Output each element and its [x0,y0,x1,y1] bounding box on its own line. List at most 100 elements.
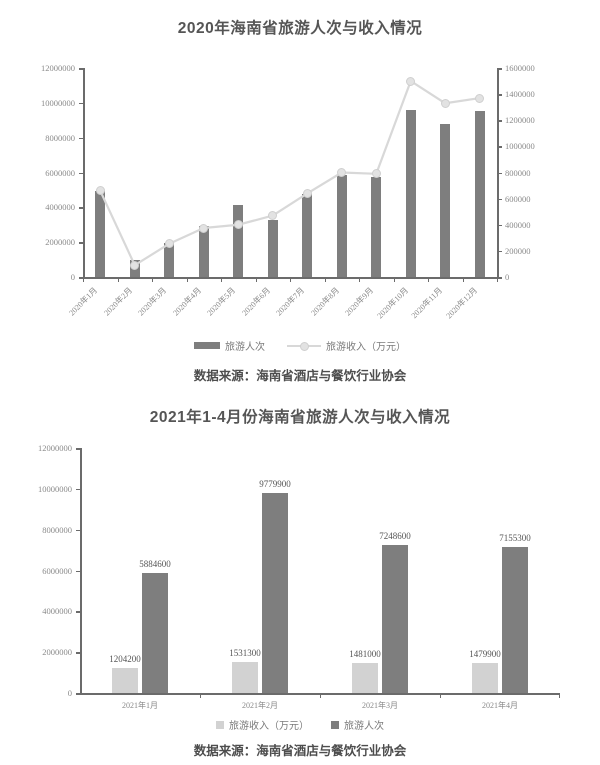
chart2-legend: 旅游收入（万元） 旅游人次 [0,717,600,732]
chart1-x-tick [186,278,188,282]
chart1-right-tick-label: 1000000 [505,141,535,152]
chart2-left-tick [76,570,80,572]
chart1-right-tick-label: 1600000 [505,63,535,73]
chart1-right-tick [498,94,502,96]
chart2-x-tick [200,694,202,698]
chart2-left-axis [80,448,82,694]
chart1-left-tick-label: 2000000 [45,237,75,248]
chart1-left-tick [79,207,83,209]
chart1-line-marker [130,260,140,270]
chart2-baseline [80,693,560,695]
chart1-source-note: 数据来源：海南省酒店与餐饮行业协会 [193,369,407,383]
chart1-bar [198,225,209,277]
chart2-title: 2021年1-4月份海南省旅游人次与收入情况 [149,409,451,426]
chart1-title: 2020年海南省旅游人次与收入情况 [177,20,423,37]
chart2-left-tick [76,652,80,654]
chart2-left-tick-label: 6000000 [42,565,72,576]
chart1-line-marker [233,220,243,230]
chart1-x-tick [393,278,395,282]
chart2-bar-income [112,668,138,693]
chart2-bar-label-income: 1531300 [229,647,261,658]
chart1-line-series [99,79,480,267]
chart1-x-tick [462,278,464,282]
chart1-line-marker [164,239,174,249]
chart1-right-tick-label: 800000 [505,167,531,178]
chart1-plot-area: 0 2000000 4000000 6000000 8000000 10000000 120… [0,0,600,340]
chart1-right-tick-label: 600000 [505,193,531,204]
chart1-legend-label-0: 旅游人次 [225,342,265,353]
chart2-left-tick-label: 0 [67,688,72,698]
chart2-x-tick-label: 2021年4月 [482,701,518,710]
chart1-right-tick [498,120,502,122]
chart1-right-tick-label: 1400000 [505,89,535,100]
chart2-source-note: 数据来源：海南省酒店与餐饮行业协会 [193,744,407,758]
chart1-legend: 旅游人次 旅游收入（万元） [0,338,600,353]
chart1-right-tick [498,146,502,148]
chart1-legend-label-1: 旅游收入（万元） [326,342,406,353]
chart1-left-tick-label: 12000000 [41,63,75,73]
line-marker-swatch-icon [287,341,321,351]
chart2-bar-label-income: 1479900 [469,648,501,659]
bar-swatch-light-icon [216,720,224,729]
chart1-x-tick [428,278,430,282]
chart2-x-tick [559,694,561,698]
chart2-left-tick [76,693,80,695]
chart1-right-tick [498,277,502,279]
chart2-left-tick-label: 2000000 [42,647,72,658]
chart1-bar [164,243,175,277]
chart1-left-tick [79,137,83,140]
chart2-bar-income [472,662,498,693]
chart2-left-tick [76,611,80,613]
chart1-left-tick [79,68,83,70]
chart2-bar-label-visitors: 9779900 [259,479,291,490]
chart2-left-tick-label: 8000000 [42,524,72,535]
chart1-left-tick-label: 6000000 [45,167,75,178]
chart1-left-axis [83,68,85,278]
chart1-line-marker [337,168,347,177]
chart1-right-tick-label: 0 [505,272,510,282]
chart1-left-tick-label: 0 [70,272,75,282]
chart2-left-tick [76,488,80,491]
chart1-bar [336,175,347,277]
chart1-line-marker [440,98,450,108]
chart2-bar-label-income: 1204200 [109,654,141,665]
chart1-line-marker [371,169,381,179]
chart2-bar-visitors [382,545,408,693]
chart1-line-marker [199,223,209,233]
chart1-left-tick [79,242,83,244]
chart2-bar-label-visitors: 5884600 [139,558,171,569]
chart2-left-tick-label: 12000000 [38,443,72,453]
chart1-x-tick [152,278,154,282]
chart1-x-tick [359,278,361,282]
chart1-line-marker [475,93,485,103]
chart1-right-tick [498,172,502,174]
chart1-right-tick-label: 400000 [505,219,531,230]
chart2-legend-item-income: 旅游收入（万元） [216,717,309,732]
chart1-x-tick [83,278,85,282]
chart2-left-tick-label: 4000000 [42,606,72,617]
chart1-x-tick [324,278,326,282]
chart2-bar-visitors [502,546,528,693]
chart1-bar [267,219,278,277]
chart2-bar-label-visitors: 7155300 [499,532,531,543]
chart1-x-tick [290,278,292,282]
chart1-left-tick [79,102,83,105]
chart2-legend-item-visitors: 旅游人次 [331,717,384,732]
chart1-left-tick-label: 10000000 [41,97,75,108]
bar-swatch-icon [194,342,220,349]
chart1-line-marker [268,211,278,221]
chart2-x-tick [320,694,322,698]
chart1-x-tick [117,278,119,282]
chart1-left-tick [79,172,83,174]
chart1-bar [95,190,106,277]
chart1-line-marker [302,188,312,198]
chart1-right-tick [498,250,502,253]
chart1-bar [233,204,244,277]
chart1-line-marker [95,186,105,196]
chart2-plot-area: 0 2000000 4000000 6000000 8000000 10000000 120… [0,400,600,720]
chart2-bar-label-income: 1481000 [349,648,381,659]
chart1-x-tick [221,278,223,282]
chart1-bar [405,109,416,277]
chart1-right-tick [498,224,502,227]
